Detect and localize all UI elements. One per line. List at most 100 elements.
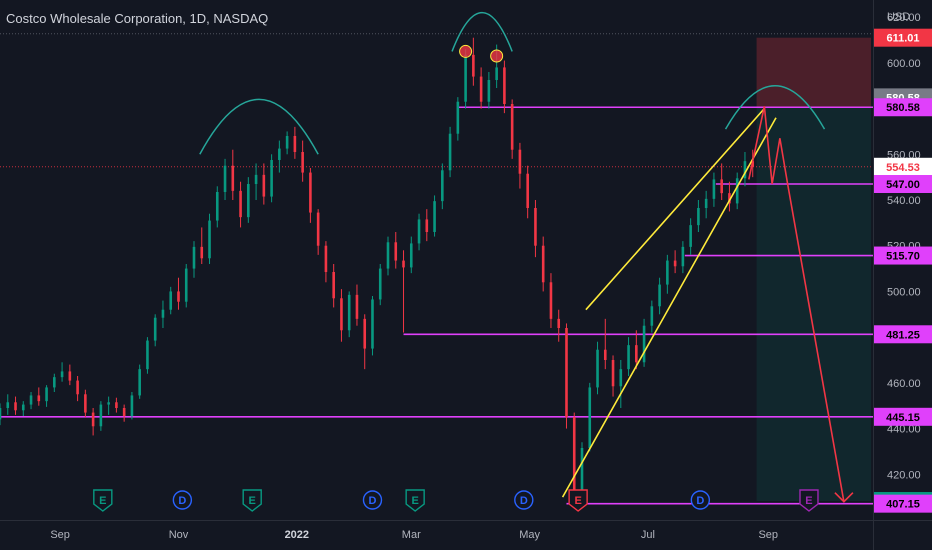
candle-body-2 — [14, 402, 17, 411]
x-tick-label: Sep — [50, 529, 70, 541]
x-tick-label: May — [519, 529, 540, 541]
candle-body-41 — [316, 212, 320, 246]
candle-body-33 — [254, 174, 258, 184]
candle-body-40 — [309, 172, 312, 213]
candle-body-51 — [394, 242, 398, 261]
candle-body-48 — [371, 299, 374, 349]
candle-body-94 — [728, 193, 731, 204]
candle-body-64 — [495, 67, 498, 80]
candle-body-24 — [184, 268, 188, 302]
y-tick-label: 540.00 — [887, 195, 921, 207]
candle-body-9 — [68, 371, 72, 381]
candle-body-74 — [572, 417, 576, 493]
dividend-icon — [362, 490, 383, 510]
event-d-5: D — [514, 490, 534, 510]
projection-arrowhead — [834, 492, 854, 503]
candle-body-17 — [130, 395, 134, 416]
price-badge-bg-9 — [874, 494, 932, 513]
candle-body-15 — [115, 402, 118, 408]
candle-body-80 — [619, 369, 623, 387]
candle-body-67 — [518, 149, 522, 174]
candle-body-39 — [301, 152, 304, 173]
price-badge-bg-0 — [874, 28, 932, 47]
candle-body-35 — [270, 160, 273, 197]
candle-body-93 — [720, 179, 723, 194]
channel-line-0 — [561, 117, 777, 498]
price-badge-bg-5 — [874, 246, 932, 265]
take-profit-zone — [756, 107, 872, 502]
candle-body-72 — [557, 318, 561, 328]
candle-body-3 — [21, 404, 25, 411]
event-d-7: D — [690, 490, 711, 510]
event-e-0: E — [93, 489, 113, 512]
candle-body-73 — [565, 328, 568, 418]
candle-body-30 — [231, 165, 235, 191]
candle-body-85 — [658, 284, 661, 307]
candle-body-12 — [91, 412, 95, 427]
dividend-icon — [172, 490, 193, 510]
event-label: D — [520, 495, 528, 507]
price-axis[interactable]: USD620.00600.00560.00540.00520.00500.004… — [873, 0, 932, 550]
candle-body-61 — [472, 54, 475, 77]
candle-body-18 — [138, 369, 141, 396]
candle-body-32 — [247, 184, 250, 218]
candle-body-14 — [107, 402, 110, 405]
event-label: E — [99, 495, 106, 507]
price-badge-3: 554.53 — [886, 162, 920, 174]
earnings-icon — [242, 489, 262, 512]
price-badge-7: 445.15 — [886, 412, 920, 424]
event-e-2: E — [242, 489, 262, 512]
candle-body-65 — [503, 67, 506, 104]
candle-body-62 — [479, 76, 483, 102]
price-badge-bg-7 — [874, 407, 932, 426]
candle-body-86 — [666, 260, 669, 285]
candle-body-81 — [627, 345, 630, 370]
candle-body-38 — [293, 136, 297, 152]
y-tick-label: 620.00 — [887, 12, 921, 24]
drawings-layer — [199, 11, 854, 503]
candle-body-37 — [285, 136, 289, 149]
candle-body-26 — [200, 246, 204, 259]
event-e-6: E — [568, 489, 588, 512]
time-axis[interactable]: Sep Nov 2022 Mar May Jul Sep — [0, 520, 932, 542]
earnings-icon — [799, 489, 819, 512]
candle-body-59 — [456, 101, 460, 134]
candle-body-8 — [60, 371, 64, 378]
arc-1 — [451, 11, 513, 52]
candle-body-10 — [76, 380, 79, 395]
price-badge-4: 547.00 — [886, 179, 920, 191]
candle-body-49 — [378, 268, 382, 300]
candle-body-45 — [347, 294, 351, 331]
candle-body-29 — [223, 165, 227, 192]
x-tick-label: Jul — [641, 529, 655, 541]
grid-layer — [0, 33, 873, 168]
candle-body-27 — [208, 220, 211, 259]
price-badge-9: 407.15 — [886, 499, 920, 511]
currency-label: USD — [887, 11, 910, 23]
candle-body-77 — [596, 349, 599, 388]
candle-body-89 — [689, 225, 692, 247]
x-tick-label: Sep — [758, 529, 778, 541]
dividend-icon — [514, 490, 534, 510]
candle-body-53 — [409, 243, 413, 268]
candle-body-43 — [332, 272, 335, 299]
x-tick-label: Mar — [402, 529, 421, 541]
event-d-1: D — [172, 490, 193, 510]
candle-body-56 — [433, 201, 436, 232]
price-badge-bg-3 — [874, 157, 932, 176]
projection-path — [748, 106, 845, 502]
candle-body-76 — [588, 387, 592, 448]
candle-body-46 — [355, 294, 359, 319]
price-badge-6: 481.25 — [886, 329, 920, 341]
candle-body-95 — [735, 178, 739, 204]
earnings-icon — [568, 489, 588, 512]
candle-body-13 — [99, 404, 103, 427]
candle-body-11 — [84, 394, 87, 413]
candle-body-70 — [541, 245, 545, 283]
top-marker-left — [459, 44, 473, 58]
event-e-4: E — [405, 489, 425, 512]
candle-body-55 — [425, 219, 429, 232]
